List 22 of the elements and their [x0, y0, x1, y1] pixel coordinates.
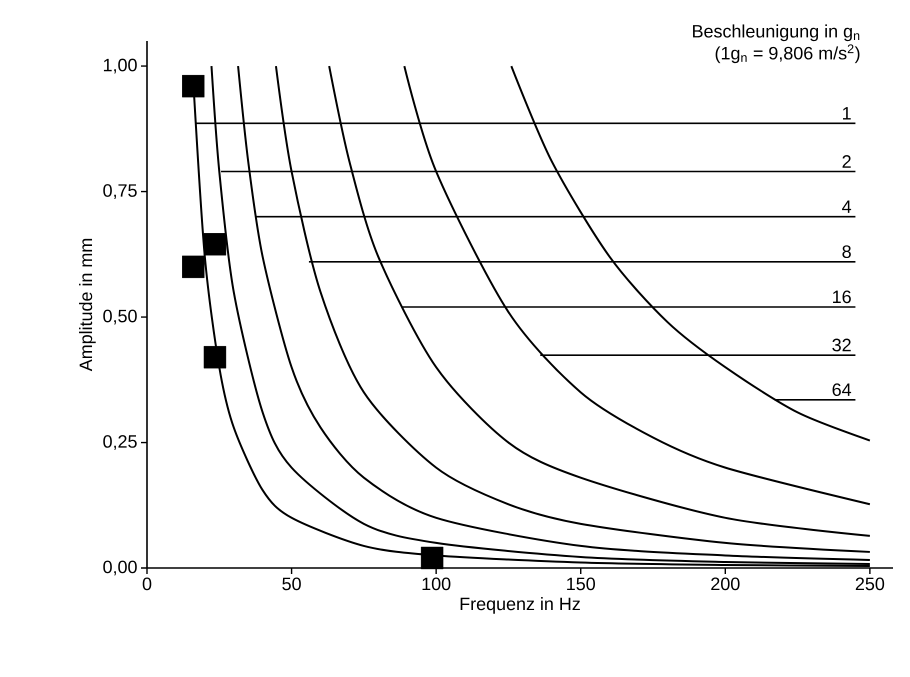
annotation: 8 [842, 245, 851, 258]
y-tick-label: 1,00 [104, 58, 137, 74]
annotation: 1 [843, 107, 851, 120]
x-tick-label: 150 [567, 578, 595, 590]
annotation: 4 [842, 200, 852, 213]
annotation: 16 [833, 290, 851, 304]
x-tick-label: 50 [282, 578, 301, 590]
y-tick-label: 0,50 [103, 310, 137, 324]
annotation: 64 [832, 383, 852, 396]
y-axis-title: Amplitude in mm [79, 238, 96, 372]
x-tick-label: 250 [856, 578, 884, 590]
y-tick-label: 0,00 [103, 560, 137, 576]
annotation: 32 [832, 338, 851, 352]
y-tick-label: 0,25 [103, 435, 137, 450]
chart-title: Beschleunigung in g$_{n}$ [693, 24, 860, 42]
x-axis-title: Frequenz in Hz [460, 597, 580, 614]
x-tick-label: 200 [711, 578, 740, 590]
chart-subtitle: (1g$_{n}$ = 9,806 m/s$^{2}$) [716, 44, 860, 64]
y-tick-label: 0,75 [103, 184, 137, 199]
x-tick-label: 100 [422, 578, 450, 590]
annotation: 2 [842, 155, 851, 168]
x-tick-label: 0 [142, 578, 152, 590]
